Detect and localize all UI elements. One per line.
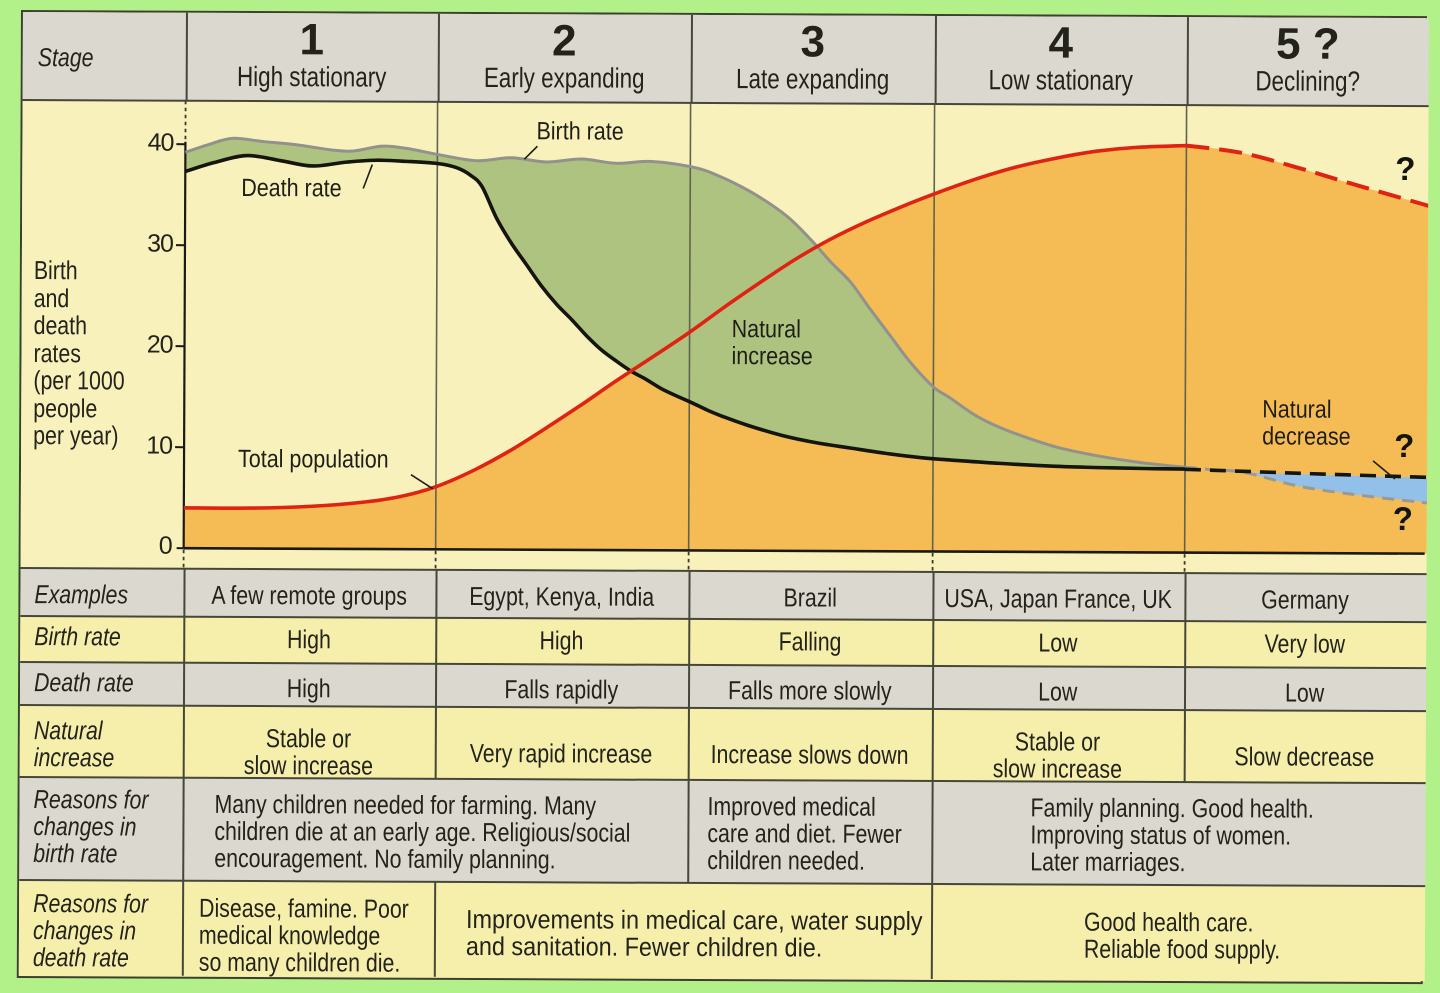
svg-text:30: 30	[147, 229, 173, 257]
svg-text:40: 40	[148, 128, 174, 156]
svg-text:?: ?	[1395, 149, 1415, 186]
svg-text:10: 10	[146, 431, 172, 459]
svg-text:20: 20	[147, 330, 173, 358]
svg-text:?: ?	[1393, 499, 1413, 536]
svg-text:0: 0	[159, 531, 172, 559]
svg-text:?: ?	[1394, 426, 1414, 463]
